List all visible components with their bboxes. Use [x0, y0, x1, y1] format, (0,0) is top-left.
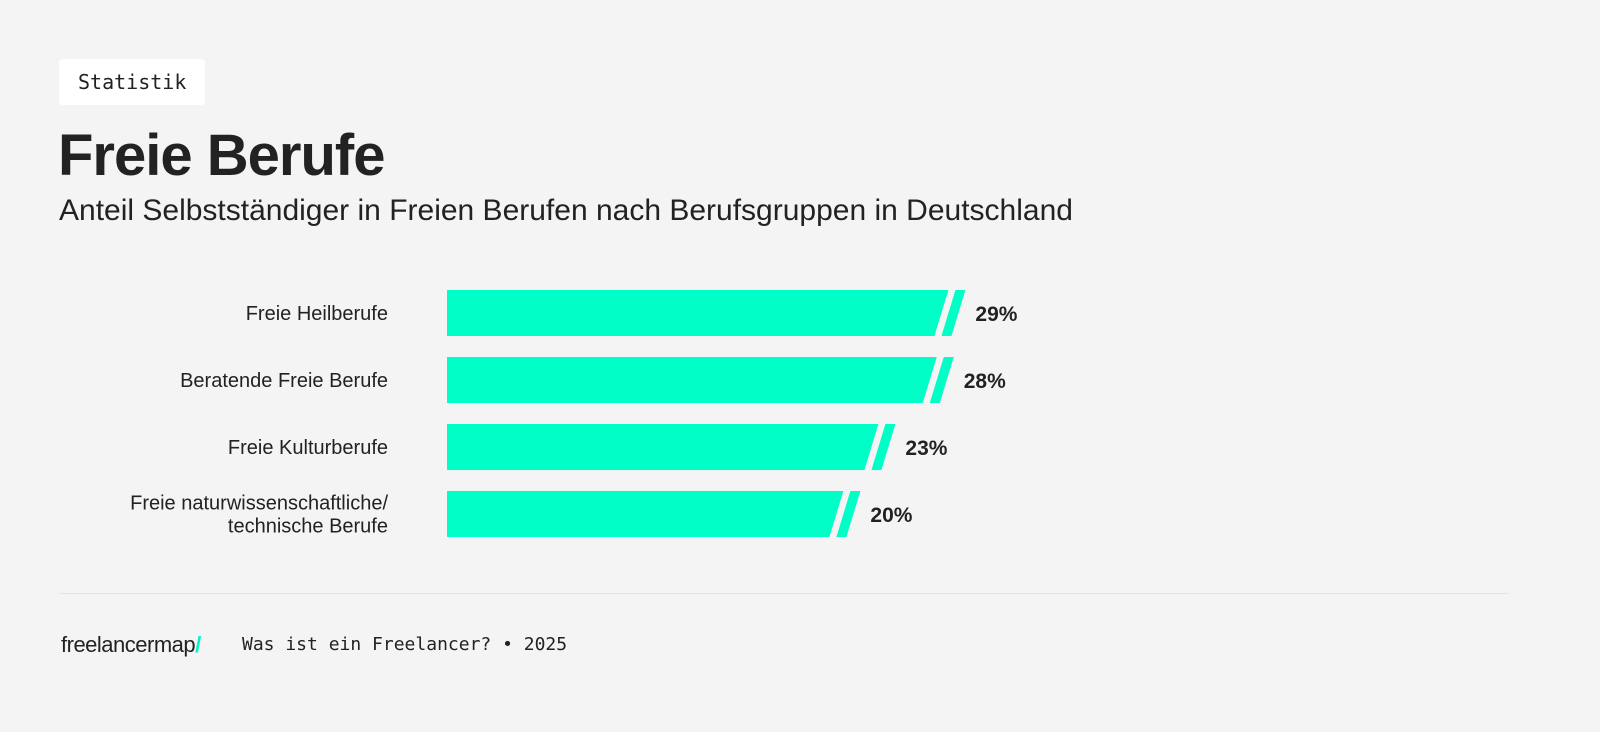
value-label: 20% [870, 504, 912, 527]
axis-break-mark [871, 424, 896, 470]
category-label: Freie naturwissenschaftliche/ [130, 493, 388, 515]
category-label: Freie Heilberufe [246, 303, 388, 325]
category-label: Beratende Freie Berufe [180, 370, 388, 392]
axis-break-mark [941, 290, 966, 336]
bar [447, 357, 937, 403]
page-subtitle: Anteil Selbstständiger in Freien Berufen… [59, 194, 1073, 227]
page-title: Freie Berufe [58, 123, 385, 188]
axis-break-mark [836, 491, 861, 537]
category-tag: Statistik [59, 59, 206, 105]
bar [447, 424, 879, 470]
category-label: Freie Kulturberufe [228, 437, 388, 459]
bar-chart: 29% Freie Heilberufe 28% Beratende Freie Be… [130, 290, 1018, 538]
axis-break-mark [929, 357, 954, 403]
source-text: Was ist ein Freelancer? • 2025 [242, 634, 568, 655]
footer-divider [59, 593, 1509, 594]
bar [447, 491, 844, 537]
logo-slash: / [195, 632, 201, 657]
value-label: 28% [964, 370, 1006, 393]
bar [447, 290, 949, 336]
freelancermap-logo: freelancermap/ [61, 632, 201, 658]
value-label: 29% [975, 303, 1017, 326]
logo-text: freelancermap [61, 632, 196, 657]
category-label: technische Berufe [228, 516, 388, 538]
value-label: 23% [905, 437, 947, 460]
